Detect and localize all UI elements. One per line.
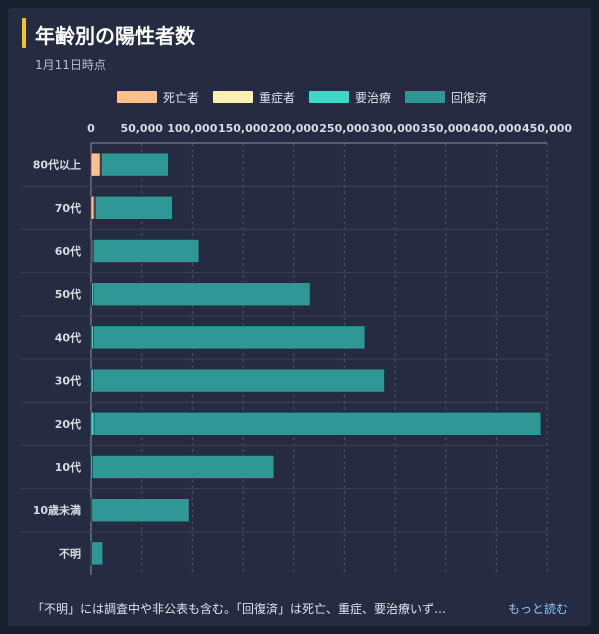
x-tick-label: 350,000 <box>421 122 471 135</box>
bar-segment <box>92 455 275 479</box>
bar-segment <box>95 196 173 220</box>
legend-label: 要治療 <box>355 90 392 105</box>
bar-segment <box>90 412 95 436</box>
bar-segment <box>90 196 95 220</box>
x-tick-label: 300,000 <box>370 122 420 135</box>
x-tick-label: 0 <box>87 122 95 135</box>
bar-segment <box>91 498 190 522</box>
legend-swatch <box>309 91 350 103</box>
bar-segment <box>93 368 385 393</box>
category-label: 80代以上 <box>33 158 81 172</box>
x-tick-label: 50,000 <box>120 122 163 135</box>
category-label: 10代 <box>55 460 81 474</box>
bar-segment <box>91 541 103 566</box>
chart-subtitle: 1月11日時点 <box>35 58 106 72</box>
legend-item-2[interactable]: 要治療 <box>309 89 391 106</box>
legend-label: 回復済 <box>451 90 488 105</box>
legend-item-1[interactable]: 重症者 <box>213 89 295 106</box>
category-label: 60代 <box>55 244 81 258</box>
bar-segment <box>93 325 366 350</box>
title-accent-bar <box>22 18 26 48</box>
x-tick-label: 400,000 <box>471 122 521 135</box>
legend-label: 重症者 <box>259 90 296 105</box>
legend-item-0[interactable]: 死亡者 <box>117 89 199 106</box>
x-tick-label: 250,000 <box>319 122 369 135</box>
legend-item-3[interactable]: 回復済 <box>405 89 487 106</box>
category-label: 20代 <box>55 417 81 431</box>
bar-segment <box>93 412 542 436</box>
category-label: 30代 <box>55 374 81 388</box>
legend-label: 死亡者 <box>163 90 200 105</box>
footnote-text: 「不明」には調査中や非公表も含む。「回復済」は死亡、重症、要治療いず… <box>32 602 447 616</box>
category-label: 70代 <box>55 201 81 215</box>
bar-segment <box>92 282 311 306</box>
bar-chart: 0 50,000 100,000 150,000 200,000 250,000 300,0… <box>21 122 572 575</box>
category-label: 40代 <box>55 330 81 344</box>
chart-title: 年齢別の陽性者数 <box>35 24 195 48</box>
read-more-link[interactable]: もっと読む <box>508 602 569 616</box>
x-tick-label: 450,000 <box>522 122 572 135</box>
bar-segment <box>90 368 94 393</box>
category-label: 50代 <box>55 287 81 301</box>
x-tick-label: 100,000 <box>167 122 217 135</box>
x-tick-label: 150,000 <box>218 122 268 135</box>
bar-segment <box>91 325 94 350</box>
category-label: 不明 <box>59 547 81 560</box>
legend-swatch <box>405 91 446 103</box>
chart-card: 年齢別の陽性者数 1月11日時点 死亡者 重症者 要治療 回復済 0 50,000 100… <box>8 8 591 626</box>
bar-segment <box>90 152 101 177</box>
bar-segment <box>101 152 169 177</box>
category-label: 10歳未満 <box>33 503 81 517</box>
bar-segment <box>93 239 200 263</box>
legend-swatch <box>213 91 254 103</box>
x-tick-label: 200,000 <box>269 122 319 135</box>
legend-swatch <box>117 91 157 103</box>
chart-legend[interactable]: 死亡者 重症者 要治療 回復済 <box>117 88 501 106</box>
